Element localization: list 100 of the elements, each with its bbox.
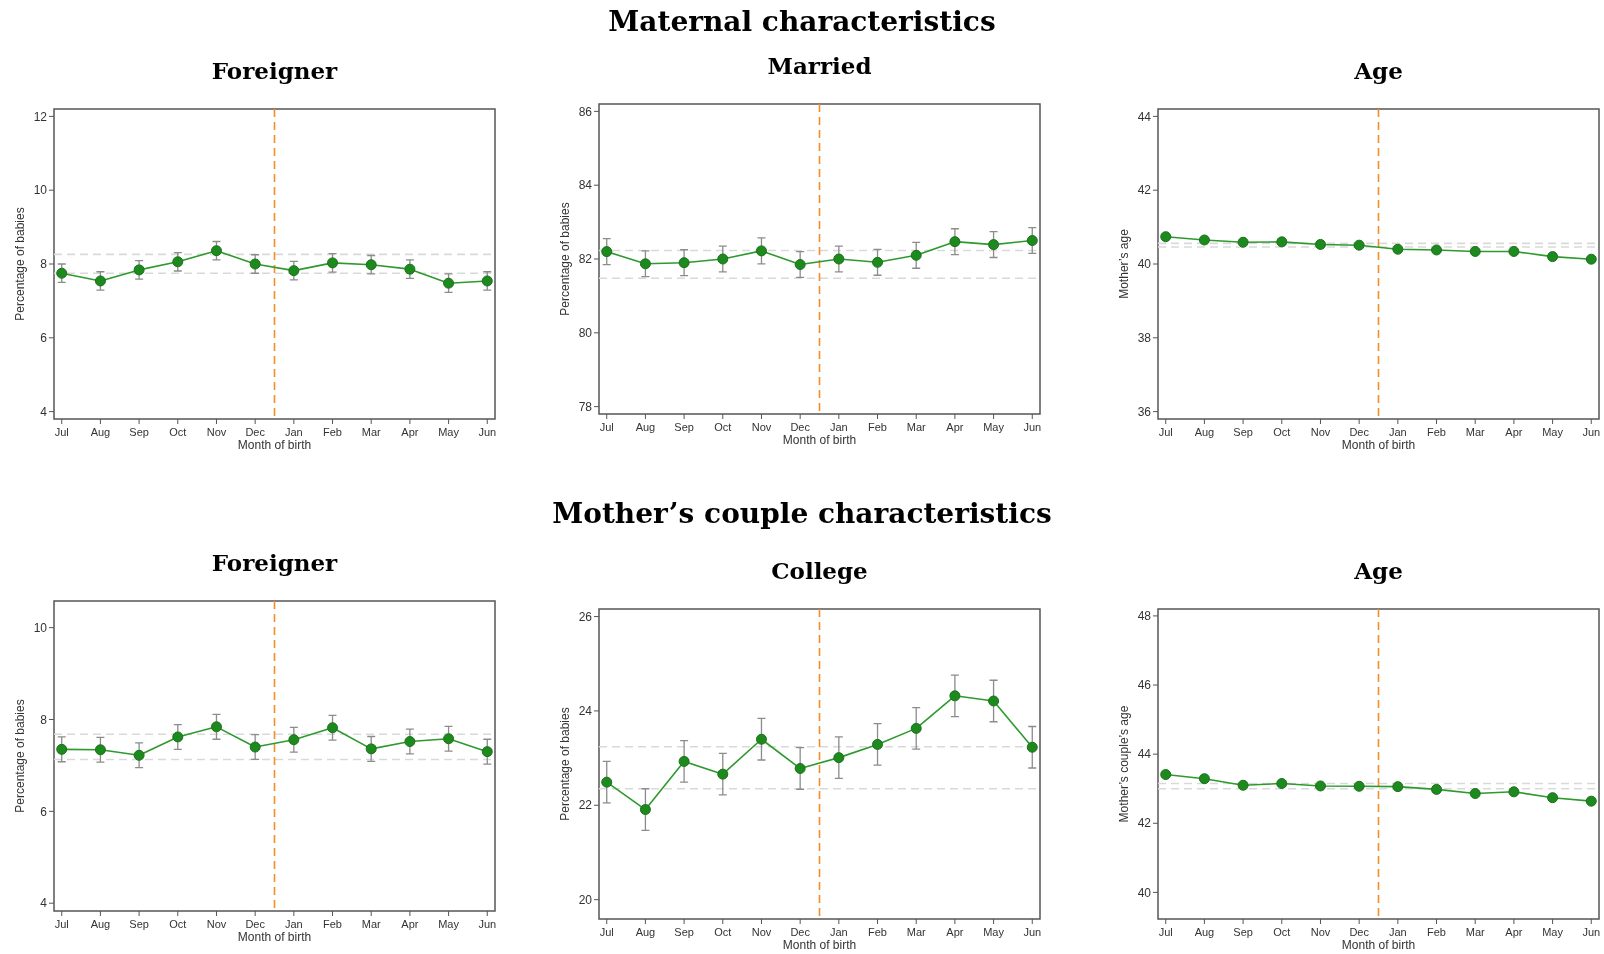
x-tick-label: Aug <box>90 426 111 438</box>
x-tick-label: Sep <box>1233 426 1253 438</box>
chart-title: Married <box>767 52 872 79</box>
point <box>833 752 845 764</box>
y-tick-label: 80 <box>578 326 593 341</box>
x-tick-label: Dec <box>245 426 266 438</box>
x-tick-label: May <box>1542 426 1564 438</box>
point <box>678 257 690 269</box>
x-tick-label: Jun <box>478 918 497 930</box>
point <box>1547 251 1559 263</box>
point <box>1276 236 1288 248</box>
x-tick-label: Oct <box>714 421 732 433</box>
x-tick-label: Apr <box>401 918 419 930</box>
point <box>481 275 493 287</box>
point <box>794 762 806 774</box>
x-tick-label: Feb <box>323 918 343 930</box>
point <box>1353 239 1365 251</box>
point <box>249 741 261 753</box>
y-tick-label: 86 <box>578 104 593 119</box>
chart-title: College <box>771 557 868 584</box>
x-tick-label: Apr <box>946 926 964 938</box>
y-tick-label: 8 <box>40 712 48 727</box>
x-tick-label: Oct <box>169 426 187 438</box>
point <box>755 733 767 745</box>
x-tick-label: May <box>438 426 460 438</box>
x-tick-label: Feb <box>868 421 888 433</box>
point <box>133 749 145 761</box>
x-axis-title: Month of birth <box>1341 938 1416 952</box>
x-tick-label: May <box>438 918 460 930</box>
point <box>988 239 1000 251</box>
point <box>872 256 884 268</box>
point <box>1508 786 1520 798</box>
y-tick-label: 36 <box>1137 404 1152 419</box>
point <box>56 743 68 755</box>
y-tick-label: 40 <box>1137 257 1152 272</box>
point <box>1026 741 1038 753</box>
point <box>601 776 613 788</box>
point <box>1198 234 1210 246</box>
y-tick-label: 12 <box>33 109 48 124</box>
point <box>288 734 300 746</box>
point <box>172 256 184 268</box>
y-tick-label: 38 <box>1137 331 1152 346</box>
x-axis-title: Month of birth <box>1341 438 1416 452</box>
point <box>1198 773 1210 785</box>
point <box>1547 792 1559 804</box>
point <box>755 245 767 257</box>
x-axis-title: Month of birth <box>782 938 857 952</box>
x-tick-label: Nov <box>206 918 227 930</box>
y-axis-title: Mother’s age <box>1117 228 1131 299</box>
point <box>717 253 729 265</box>
x-tick-label: Jun <box>1582 926 1601 938</box>
y-axis-title: Percentage of babies <box>558 707 572 821</box>
point <box>833 253 845 265</box>
y-tick-label: 44 <box>1137 747 1152 762</box>
point <box>1160 231 1172 243</box>
x-tick-label: Jan <box>1388 426 1407 438</box>
point <box>1026 235 1038 247</box>
chart-title: Age <box>1353 57 1403 84</box>
y-tick-label: 26 <box>578 609 593 624</box>
y-tick-label: 8 <box>40 257 48 272</box>
point <box>1160 769 1172 781</box>
x-tick-label: Jul <box>54 918 69 930</box>
x-tick-label: Apr <box>401 426 419 438</box>
y-tick-label: 22 <box>578 798 593 813</box>
y-tick-label: 4 <box>40 404 48 419</box>
x-tick-label: Jun <box>1023 421 1042 433</box>
x-tick-label: Dec <box>1349 926 1370 938</box>
x-tick-label: Dec <box>1349 426 1370 438</box>
x-tick-label: Mar <box>906 926 927 938</box>
point <box>1431 244 1443 256</box>
y-tick-label: 46 <box>1137 678 1152 693</box>
point <box>210 721 222 733</box>
x-tick-label: Oct <box>1273 426 1291 438</box>
x-axis-title: Month of birth <box>237 438 312 452</box>
x-tick-label: May <box>1542 926 1564 938</box>
x-tick-label: Sep <box>129 918 149 930</box>
x-tick-label: Jul <box>599 421 614 433</box>
point <box>1314 238 1326 250</box>
chart-title: Age <box>1353 557 1403 584</box>
point <box>678 755 690 767</box>
y-tick-label: 44 <box>1137 109 1152 124</box>
point <box>1585 253 1597 265</box>
y-tick-label: 4 <box>40 896 48 911</box>
x-tick-label: May <box>983 421 1005 433</box>
x-tick-label: Oct <box>169 918 187 930</box>
point <box>327 257 339 269</box>
x-tick-label: Nov <box>206 426 227 438</box>
point <box>1431 783 1443 795</box>
point <box>288 265 300 277</box>
x-tick-label: Nov <box>751 421 772 433</box>
point <box>1314 780 1326 792</box>
x-tick-label: Nov <box>751 926 772 938</box>
x-tick-label: Feb <box>1427 426 1447 438</box>
y-tick-label: 10 <box>33 620 48 635</box>
point <box>365 259 377 271</box>
x-axis-title: Month of birth <box>782 433 857 447</box>
point <box>481 746 493 758</box>
x-tick-label: Jul <box>1158 426 1173 438</box>
x-tick-label: Oct <box>714 926 732 938</box>
point <box>1585 795 1597 807</box>
